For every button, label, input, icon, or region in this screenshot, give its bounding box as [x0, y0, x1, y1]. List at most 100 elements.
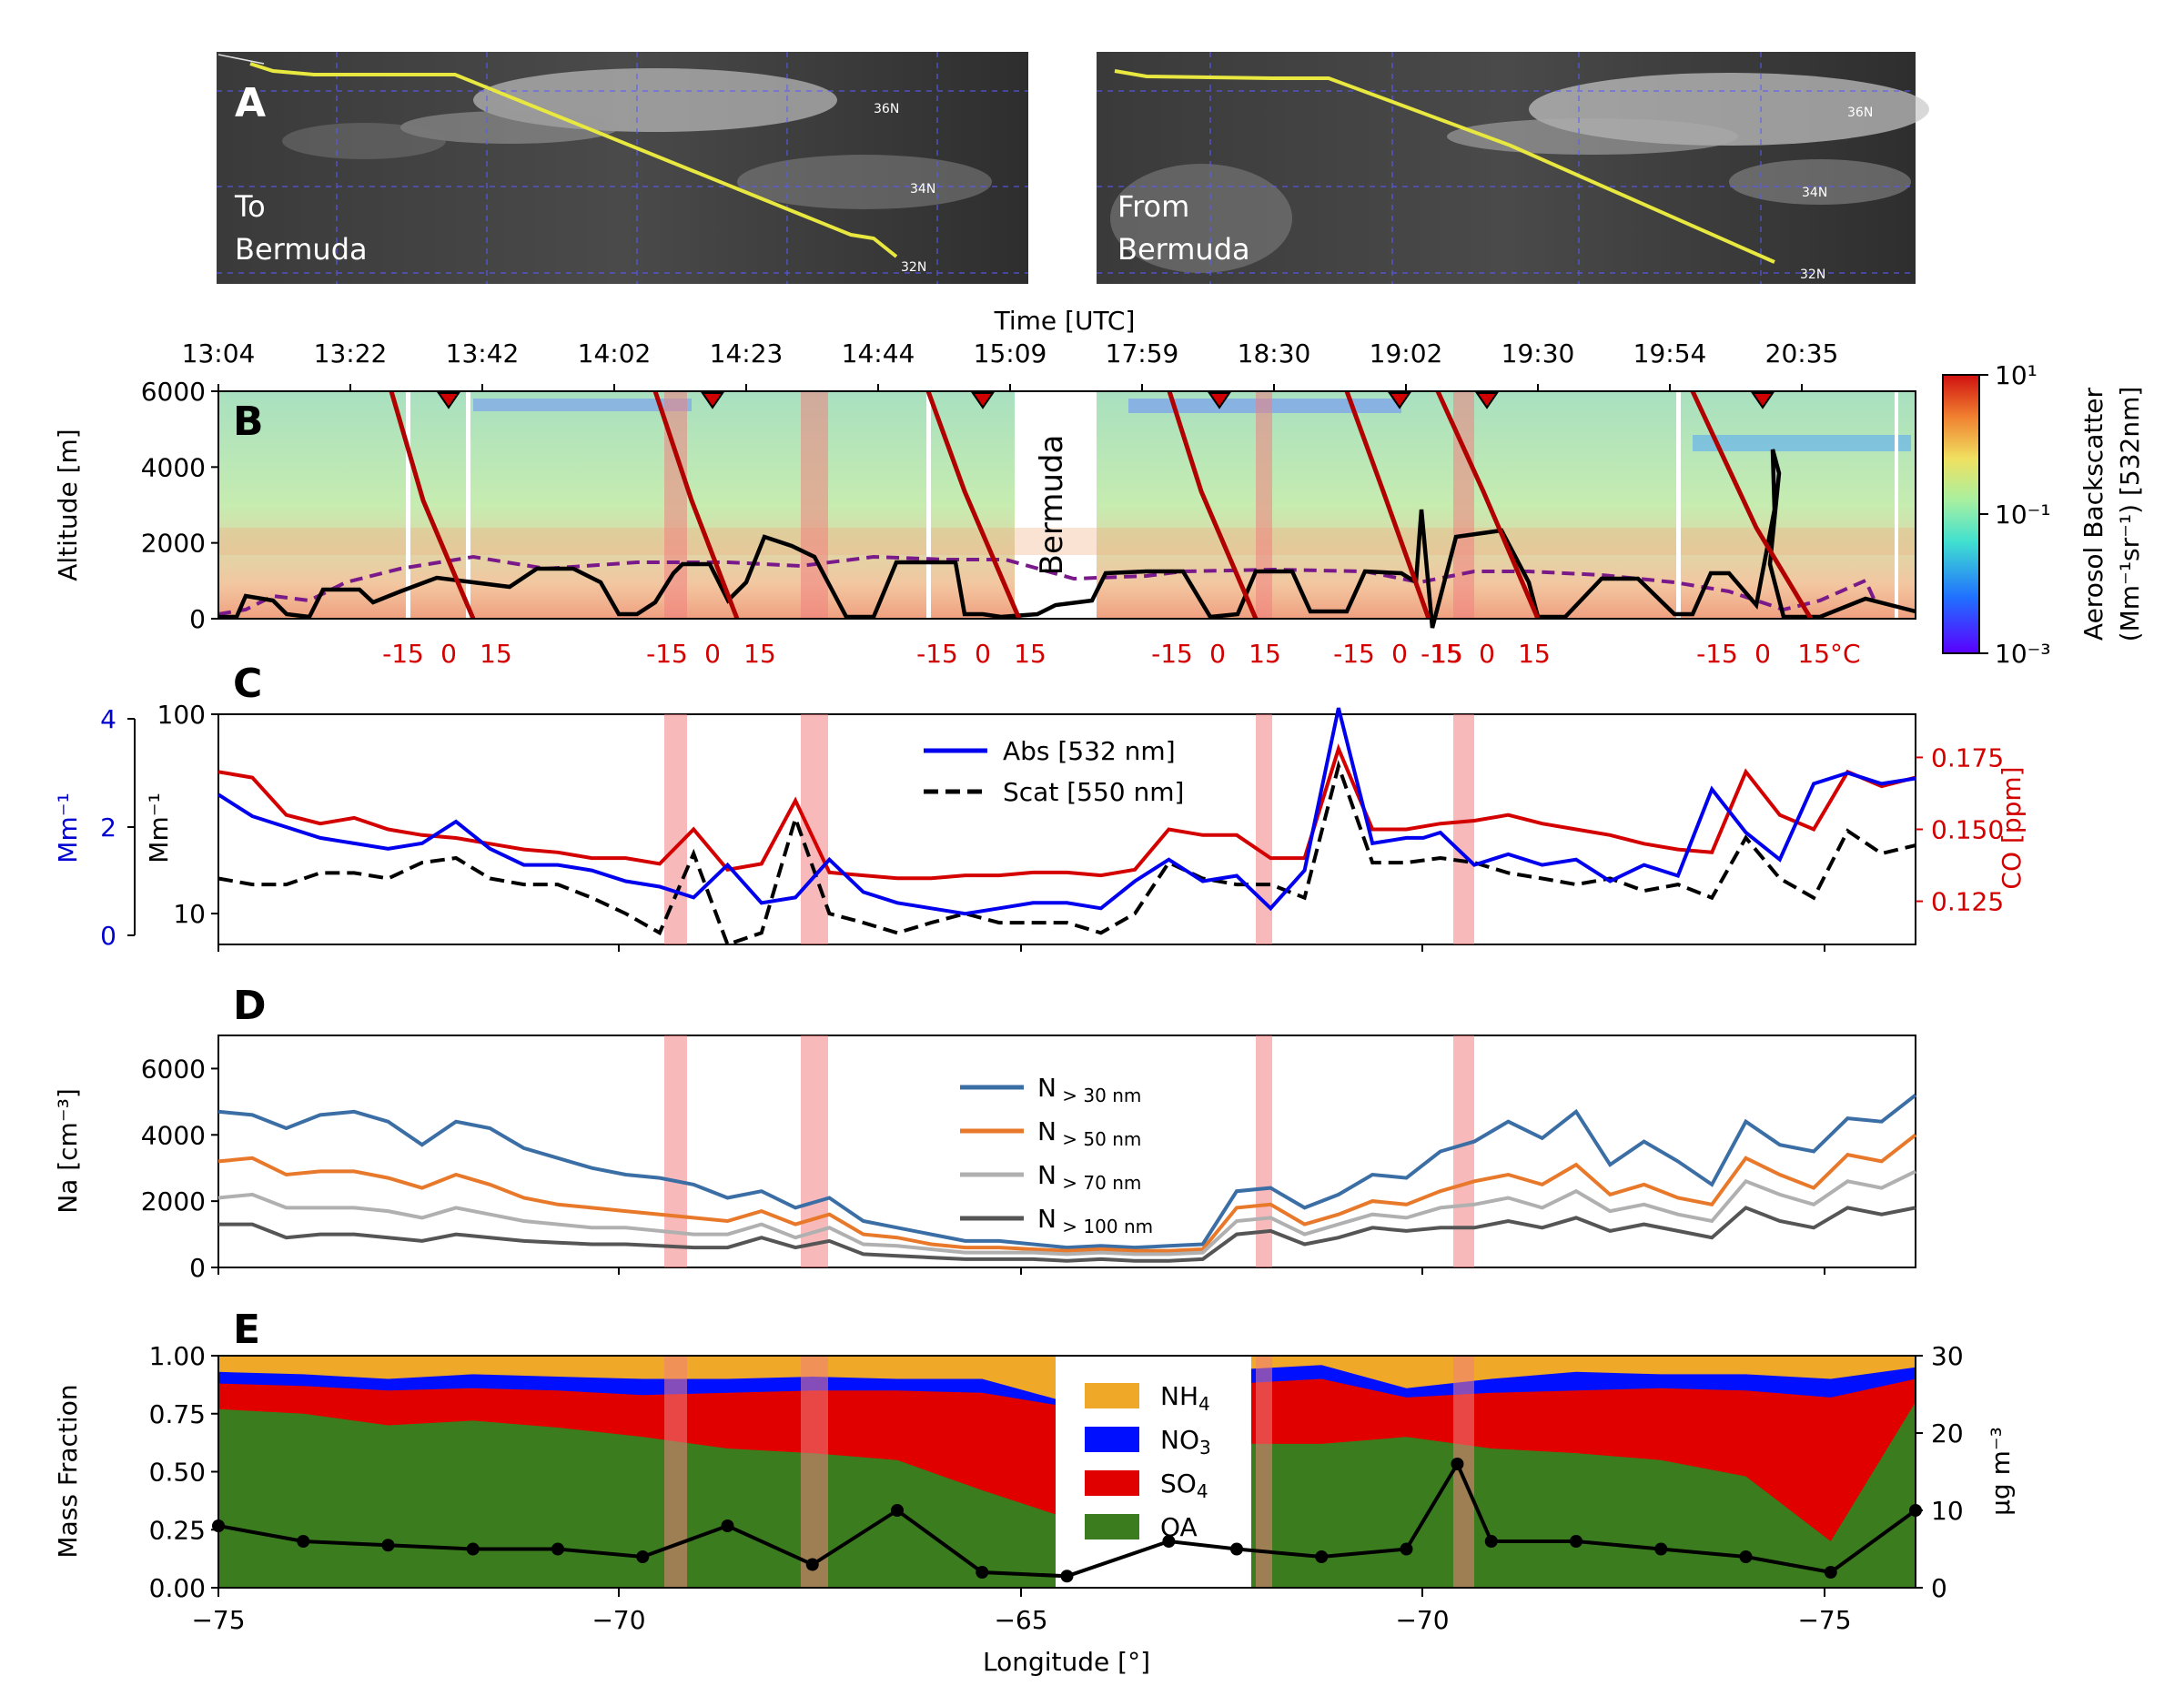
temp-tick: 0 [1391, 639, 1408, 669]
temp-tick: -15 [1696, 639, 1738, 669]
e-ylabel: Mass Fraction [53, 1384, 83, 1558]
mass-point [1484, 1535, 1498, 1548]
mass-point [1824, 1566, 1837, 1579]
mass-point [297, 1535, 310, 1548]
lat-label: 34N [910, 182, 935, 197]
top-axis-title: Time [UTC] [994, 306, 1136, 336]
b-ytick: 0 [189, 604, 206, 634]
mass-point [1162, 1535, 1176, 1548]
mass-point [381, 1539, 395, 1552]
legend-swatch [1085, 1514, 1139, 1539]
e-ytick: 0.25 [149, 1515, 206, 1545]
series-n-50-nm [217, 1133, 1917, 1253]
top-tick-label: 13:42 [446, 338, 520, 368]
highlight-band [664, 1035, 687, 1267]
c-co-tick: 0.175 [1931, 742, 2004, 772]
x-tick-label: −70 [1395, 1605, 1449, 1635]
top-tick-label: 18:30 [1238, 338, 1311, 368]
mass-point [551, 1542, 564, 1556]
temp-tick: 15 [1249, 639, 1281, 669]
c-abs-tick: 4 [100, 704, 116, 734]
x-tick-label: −75 [1797, 1605, 1851, 1635]
x-tick-label: −65 [994, 1605, 1047, 1635]
series-n-70-nm [217, 1169, 1916, 1257]
x-axis-label: Longitude [°] [983, 1647, 1150, 1677]
b-ytick: 4000 [141, 452, 206, 482]
c-co-tick: 0.125 [1931, 887, 2004, 917]
top-tick-label: 15:09 [974, 338, 1047, 368]
legend-scat: Scat [550 nm] [1003, 777, 1184, 807]
lat-label: 36N [1847, 106, 1873, 120]
profile-marker [701, 392, 724, 409]
top-tick-label: 19:54 [1633, 338, 1707, 368]
c-co-tick: 0.150 [1931, 815, 2004, 845]
highlight-band [1453, 714, 1474, 944]
e-ylabel-right: μg m⁻³ [1986, 1427, 2016, 1516]
colorbar: 10¹ 10⁻¹ 10⁻³ Aerosol Backscatter (Mm⁻¹s… [1942, 360, 2145, 669]
mass-point [1739, 1550, 1753, 1563]
panel-e: E NH4 NO3 SO4 OA 0.00 0.25 0.50 0.75 1.00 0 10 20… [53, 1307, 2016, 1603]
temp-tick: 0 [1479, 639, 1495, 669]
temp-tick: 0 [1209, 639, 1226, 669]
cbar-tick: 10⁻³ [1995, 639, 2051, 669]
c-abs-tick: 0 [100, 921, 116, 951]
panel-c: C Abs [532 nm] Scat [550 nm] 0 2 4 Mm⁻¹ Mm… [53, 661, 2027, 951]
c-ylabel-co: CO [ppm] [1997, 766, 2027, 889]
mass-point [466, 1542, 480, 1556]
top-tick-label: 13:04 [182, 338, 256, 368]
b-ylabel: Altitude [m] [53, 429, 83, 580]
series-co [217, 743, 1916, 881]
d-ytick: 4000 [141, 1120, 206, 1150]
mass-point [1315, 1550, 1329, 1563]
series-scat [217, 760, 1916, 947]
e-rtick: 0 [1931, 1573, 1947, 1603]
x-tick-label: −70 [592, 1605, 645, 1635]
e-rtick: 30 [1931, 1341, 1964, 1371]
temp-tick: 0 [1754, 639, 1771, 669]
d-ytick: 2000 [141, 1186, 206, 1216]
map-from-bermuda: 36N 34N 32N From Bermuda [1097, 52, 1929, 284]
legend-swatch [1085, 1427, 1139, 1452]
highlight-band [1256, 714, 1272, 944]
highlight-band [664, 1356, 687, 1588]
cbar-label-2: (Mm⁻¹sr⁻¹) [532nm] [2115, 387, 2145, 642]
top-tick-label: 14:02 [578, 338, 652, 368]
d-ylabel: Na [cm⁻³] [53, 1088, 83, 1214]
highlight-band [1256, 1035, 1272, 1267]
temp-tick: 15 [1014, 639, 1046, 669]
legend-n: N > 50 nm [1037, 1116, 1141, 1150]
legend-species: NO3 [1160, 1425, 1211, 1459]
legend-swatch [1085, 1470, 1139, 1496]
top-tick-label: 14:44 [842, 338, 915, 368]
profile-marker [1388, 392, 1411, 409]
mass-point [1654, 1542, 1668, 1556]
series-abs [217, 707, 1916, 916]
temp-tick: 15 [743, 639, 776, 669]
panel-label-b: B [233, 399, 264, 445]
c-ylabel-scat: Mm⁻¹ [144, 792, 174, 863]
d-ytick: 0 [189, 1253, 206, 1283]
mass-point [976, 1566, 989, 1579]
e-rtick: 20 [1931, 1418, 1964, 1449]
x-tick-label: −75 [191, 1605, 245, 1635]
mass-point [891, 1504, 904, 1517]
top-tick-label: 13:22 [314, 338, 388, 368]
highlight-band [1453, 1356, 1474, 1588]
e-ytick: 1.00 [149, 1341, 206, 1371]
lat-label: 36N [874, 102, 899, 116]
e-ytick: 0.75 [149, 1399, 206, 1429]
temp-tick: -15 [916, 639, 958, 669]
series-total-mass [217, 1459, 1917, 1579]
temp-tick: 15°C [1797, 639, 1860, 669]
c-scat-tick: 10 [173, 899, 206, 929]
e-ytick: 0.00 [149, 1573, 206, 1603]
mass-point [805, 1558, 819, 1571]
temp-tick: 15 [480, 639, 512, 669]
profile-marker [971, 392, 995, 409]
lat-label: 32N [1800, 268, 1825, 282]
panel-label-e: E [233, 1307, 260, 1353]
profile-marker [1751, 392, 1774, 409]
e-rtick: 10 [1931, 1496, 1964, 1526]
profile-marker [1208, 392, 1231, 409]
